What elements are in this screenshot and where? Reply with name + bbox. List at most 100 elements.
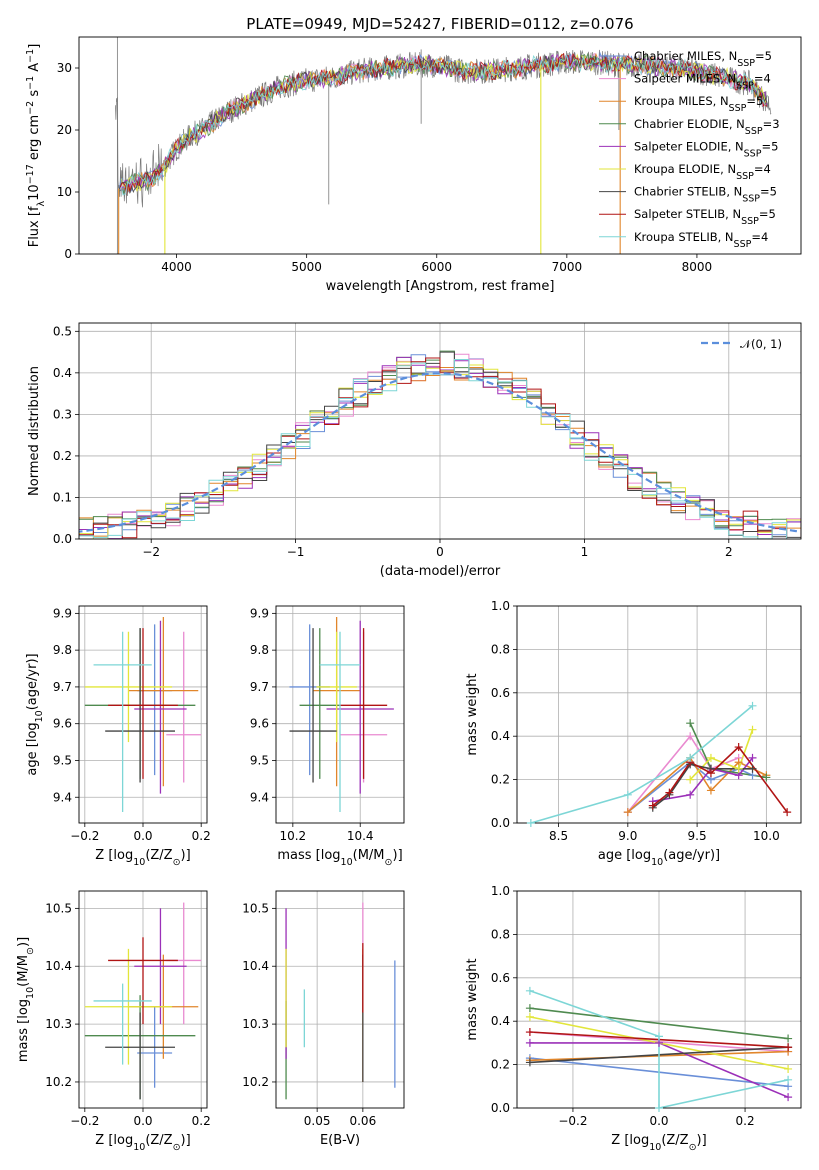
- legend-label-part: =5: [761, 139, 778, 153]
- weight-vs-Z-xlabel-part: 10: [649, 1142, 661, 1153]
- y-tick-label: 0.1: [53, 490, 72, 504]
- residuals-ylabel-part: Normed distribution: [27, 366, 42, 496]
- legend-label: Kroupa MILES, NSSP=5: [634, 94, 763, 114]
- spectrum-ylabel-part: −17: [25, 164, 36, 184]
- legend-label-part: Kroupa MILES, N: [634, 94, 729, 108]
- weight-series-marker: [525, 1004, 534, 1013]
- y-tick-label: 0.8: [491, 642, 510, 656]
- weight-series-marker: [623, 790, 632, 799]
- weight-vs-age-ylabel-part: mass weight: [465, 673, 480, 755]
- mass-vs-EBV-axes: 0.05 0.06 10.2 10.3 10.4 10.5 E(B-V): [242, 890, 405, 1148]
- legend-label-part: Salpeter ELODIE, N: [634, 139, 744, 153]
- weight-series-line: [529, 990, 789, 1108]
- age-vs-mass-plot-area: [289, 617, 394, 812]
- legend-label-part: =4: [751, 230, 768, 244]
- legend-label-part: SSP: [741, 216, 759, 227]
- normal-curve: [79, 372, 801, 533]
- x-tick-label: 10.0: [753, 829, 780, 843]
- x-tick-label: 9.0: [618, 829, 637, 843]
- weight-series-marker: [525, 1058, 534, 1067]
- legend-label-part: SSP: [736, 80, 754, 91]
- legend-label: Salpeter MILES, NSSP=4: [634, 72, 771, 92]
- weight-series-marker: [525, 1028, 534, 1037]
- weight-vs-age-ylabel: mass weight: [465, 673, 480, 755]
- y-tick-label: 0.4: [491, 1014, 510, 1028]
- axes-frame: [275, 605, 405, 824]
- y-tick-label: 10.5: [242, 901, 269, 915]
- age-vs-mass-xlabel-part: mass [log: [277, 848, 340, 863]
- residuals-xlabel-part: (data-model)/error: [380, 564, 501, 579]
- x-tick-label: 5000: [291, 260, 322, 274]
- legend-label-part: =4: [754, 72, 771, 86]
- x-tick-label: 1: [581, 545, 589, 559]
- mass-vs-Z-xlabel-part: (Z/Z: [145, 1133, 172, 1148]
- weight-series-marker: [655, 1032, 663, 1041]
- spectrum-ylabel-part: 10: [27, 184, 42, 201]
- y-tick-label: 10.3: [242, 1017, 269, 1031]
- spectrum-ylabel-part: −1: [25, 76, 36, 90]
- weight-vs-Z-xlabel: Z [log10(Z/Z⊙)]: [611, 1133, 706, 1153]
- y-tick-label: 20: [57, 123, 72, 137]
- weight-vs-Z-axes: −0.2 0.0 0.2 0.0 0.2 0.4 0.6 0.8 1.0 Z [log10(Z/Z…: [465, 884, 802, 1153]
- y-tick-label: 10.5: [45, 901, 72, 915]
- age-vs-Z-xlabel-part: )]: [181, 848, 191, 863]
- y-tick-label: 9.4: [250, 790, 269, 804]
- legend-label-part: SSP: [736, 171, 754, 182]
- mass-vs-Z-ylabel-part: ⊙: [25, 947, 36, 955]
- legend-label-part: =5: [755, 49, 772, 63]
- weight-series-line: [530, 705, 754, 823]
- weight-vs-Z-xlabel-part: Z [log: [611, 1133, 649, 1148]
- y-tick-label: 1.0: [491, 599, 510, 613]
- axes-frame: [275, 890, 405, 1109]
- spectrum-ylabel: Flux [fλ10−17 erg cm−2 s−1 A−1]: [25, 44, 47, 248]
- x-tick-label: 0.0: [133, 1114, 152, 1128]
- weight-series-marker: [706, 753, 715, 762]
- y-tick-label: 30: [57, 61, 72, 75]
- weight-vs-Z-xlabel-part: )]: [697, 1133, 707, 1148]
- weight-vs-age-axes: 8.5 9.0 9.5 10.0 0.0 0.2 0.4 0.6 0.8 1.0 age [log1…: [465, 599, 802, 868]
- y-tick-label: 10.3: [45, 1017, 72, 1031]
- legend-label: Kroupa ELODIE, NSSP=4: [634, 162, 771, 182]
- y-tick-label: 9.9: [53, 606, 72, 620]
- weight-series-marker: [783, 808, 792, 817]
- weight-series-marker: [784, 1034, 793, 1043]
- x-tick-label: 0.2: [192, 829, 211, 843]
- weight-series-marker: [525, 986, 534, 995]
- spectrum-ylabel-part: Flux [f: [27, 206, 42, 247]
- y-tick-label: 9.9: [250, 606, 269, 620]
- mass-vs-Z-ylabel-part: mass [log: [16, 999, 31, 1062]
- mass-vs-Z-xlabel-part: ⊙: [173, 1142, 181, 1153]
- legend-label: Salpeter STELIB, NSSP=5: [634, 207, 776, 227]
- legend-label-part: Chabrier MILES, N: [634, 49, 737, 63]
- weight-series-marker: [784, 1093, 793, 1102]
- legend-label-part: Salpeter MILES, N: [634, 72, 736, 86]
- x-tick-label: −0.2: [70, 1114, 99, 1128]
- y-tick-label: 0.5: [53, 324, 72, 338]
- y-tick-label: 0.2: [491, 1058, 510, 1072]
- weight-series-marker: [748, 753, 757, 762]
- weight-series-marker: [665, 788, 674, 797]
- weight-series-marker: [748, 725, 757, 734]
- age-vs-Z-xlabel-part: Z [log: [95, 848, 133, 863]
- weight-series-marker: [686, 732, 695, 741]
- x-tick-label: 6000: [421, 260, 452, 274]
- y-tick-label: 0.2: [491, 773, 510, 787]
- mass-vs-Z-xlabel-part: )]: [181, 1133, 191, 1148]
- x-tick-label: 2: [725, 545, 733, 559]
- y-tick-label: 0.0: [53, 532, 72, 546]
- mass-vs-Z-ylabel-part: )]: [16, 937, 31, 947]
- legend-label-part: SSP: [737, 58, 755, 69]
- weight-series-marker: [762, 773, 771, 782]
- spectrum-ylabel-part: −1: [25, 49, 36, 63]
- x-tick-label: 4000: [161, 260, 192, 274]
- legend-label: 𝒩(0, 1): [740, 337, 782, 351]
- weight-series-line: [627, 761, 753, 813]
- legend-label-part: SSP: [744, 148, 762, 159]
- y-tick-label: 0: [64, 247, 72, 261]
- legend-label-part: Chabrier ELODIE, N: [634, 117, 745, 131]
- y-tick-label: 9.4: [53, 790, 72, 804]
- weight-series-marker: [706, 769, 715, 778]
- residual-histogram: [79, 359, 801, 539]
